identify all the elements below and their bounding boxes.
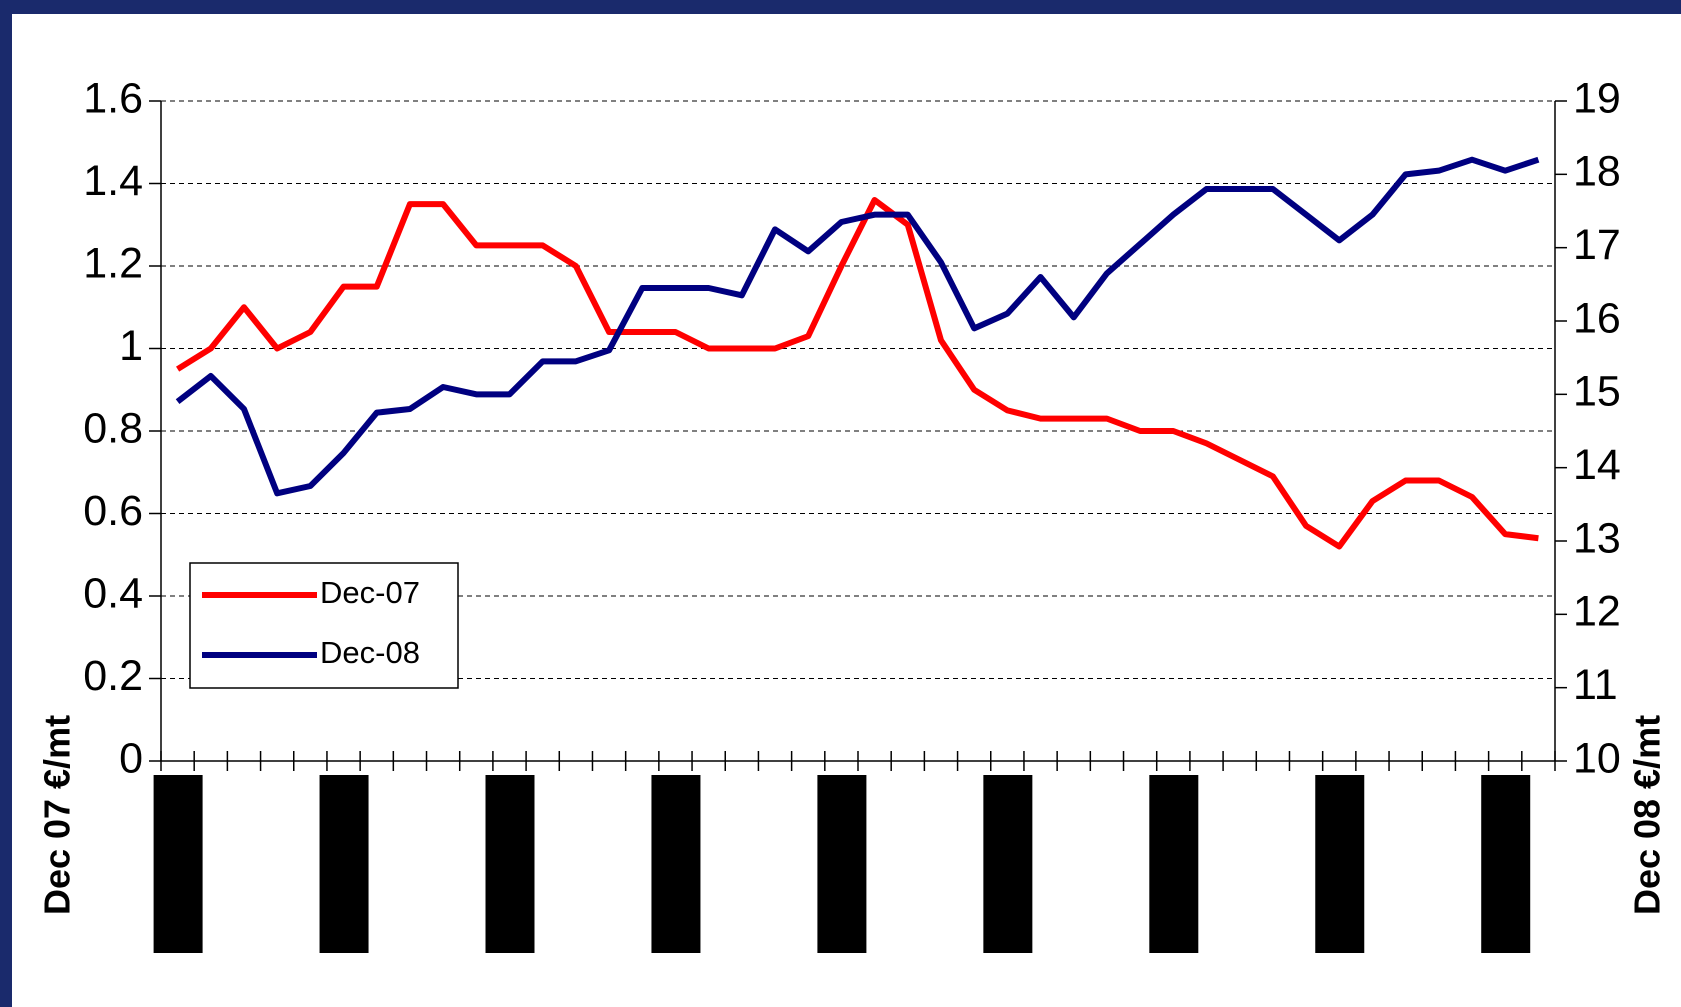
y-tick-label: 0.6 xyxy=(83,487,143,535)
y2-tick-label: 12 xyxy=(1573,588,1621,636)
y-tick-label: 1.6 xyxy=(83,74,143,122)
legend-box xyxy=(189,562,459,689)
y2-tick-label: 15 xyxy=(1573,368,1621,416)
x-label-block xyxy=(153,775,203,953)
y2-tick-label: 17 xyxy=(1573,221,1621,269)
y2-tick-label: 16 xyxy=(1573,294,1621,342)
y-tick-label: 1.2 xyxy=(83,239,143,287)
series-line xyxy=(176,197,1539,550)
y-tick-label: 0.4 xyxy=(83,569,143,617)
x-label-block xyxy=(485,775,535,953)
legend-label: Dec-08 xyxy=(320,635,420,670)
x-label-block xyxy=(817,775,867,953)
y2-tick-label: 18 xyxy=(1573,148,1621,196)
y2-tick-label: 19 xyxy=(1573,74,1621,122)
x-label-block xyxy=(983,775,1033,953)
y-tick-label: 0.2 xyxy=(83,652,143,700)
y-tick-label: 1.4 xyxy=(83,157,143,205)
y2-tick-label: 14 xyxy=(1573,441,1621,489)
x-label-block xyxy=(1315,775,1365,953)
y2-tick-label: 11 xyxy=(1573,661,1618,709)
y2-tick-label: 13 xyxy=(1573,514,1621,562)
x-label-block xyxy=(1149,775,1199,953)
series-line xyxy=(175,156,1540,497)
y-tick-label: 0 xyxy=(119,734,143,782)
y-axis-title: Dec 07 €/mt xyxy=(37,715,78,915)
x-label-block xyxy=(651,775,701,953)
y2-axis-title: Dec 08 €/mt xyxy=(1627,715,1668,915)
x-label-block xyxy=(1481,775,1531,953)
y2-tick-label: 10 xyxy=(1573,734,1621,782)
y-tick-label: 0.8 xyxy=(83,404,143,452)
y-tick-label: 1 xyxy=(119,322,143,370)
x-label-blocks xyxy=(153,775,1531,953)
legend-label: Dec-07 xyxy=(320,575,420,610)
x-label-block xyxy=(319,775,369,953)
